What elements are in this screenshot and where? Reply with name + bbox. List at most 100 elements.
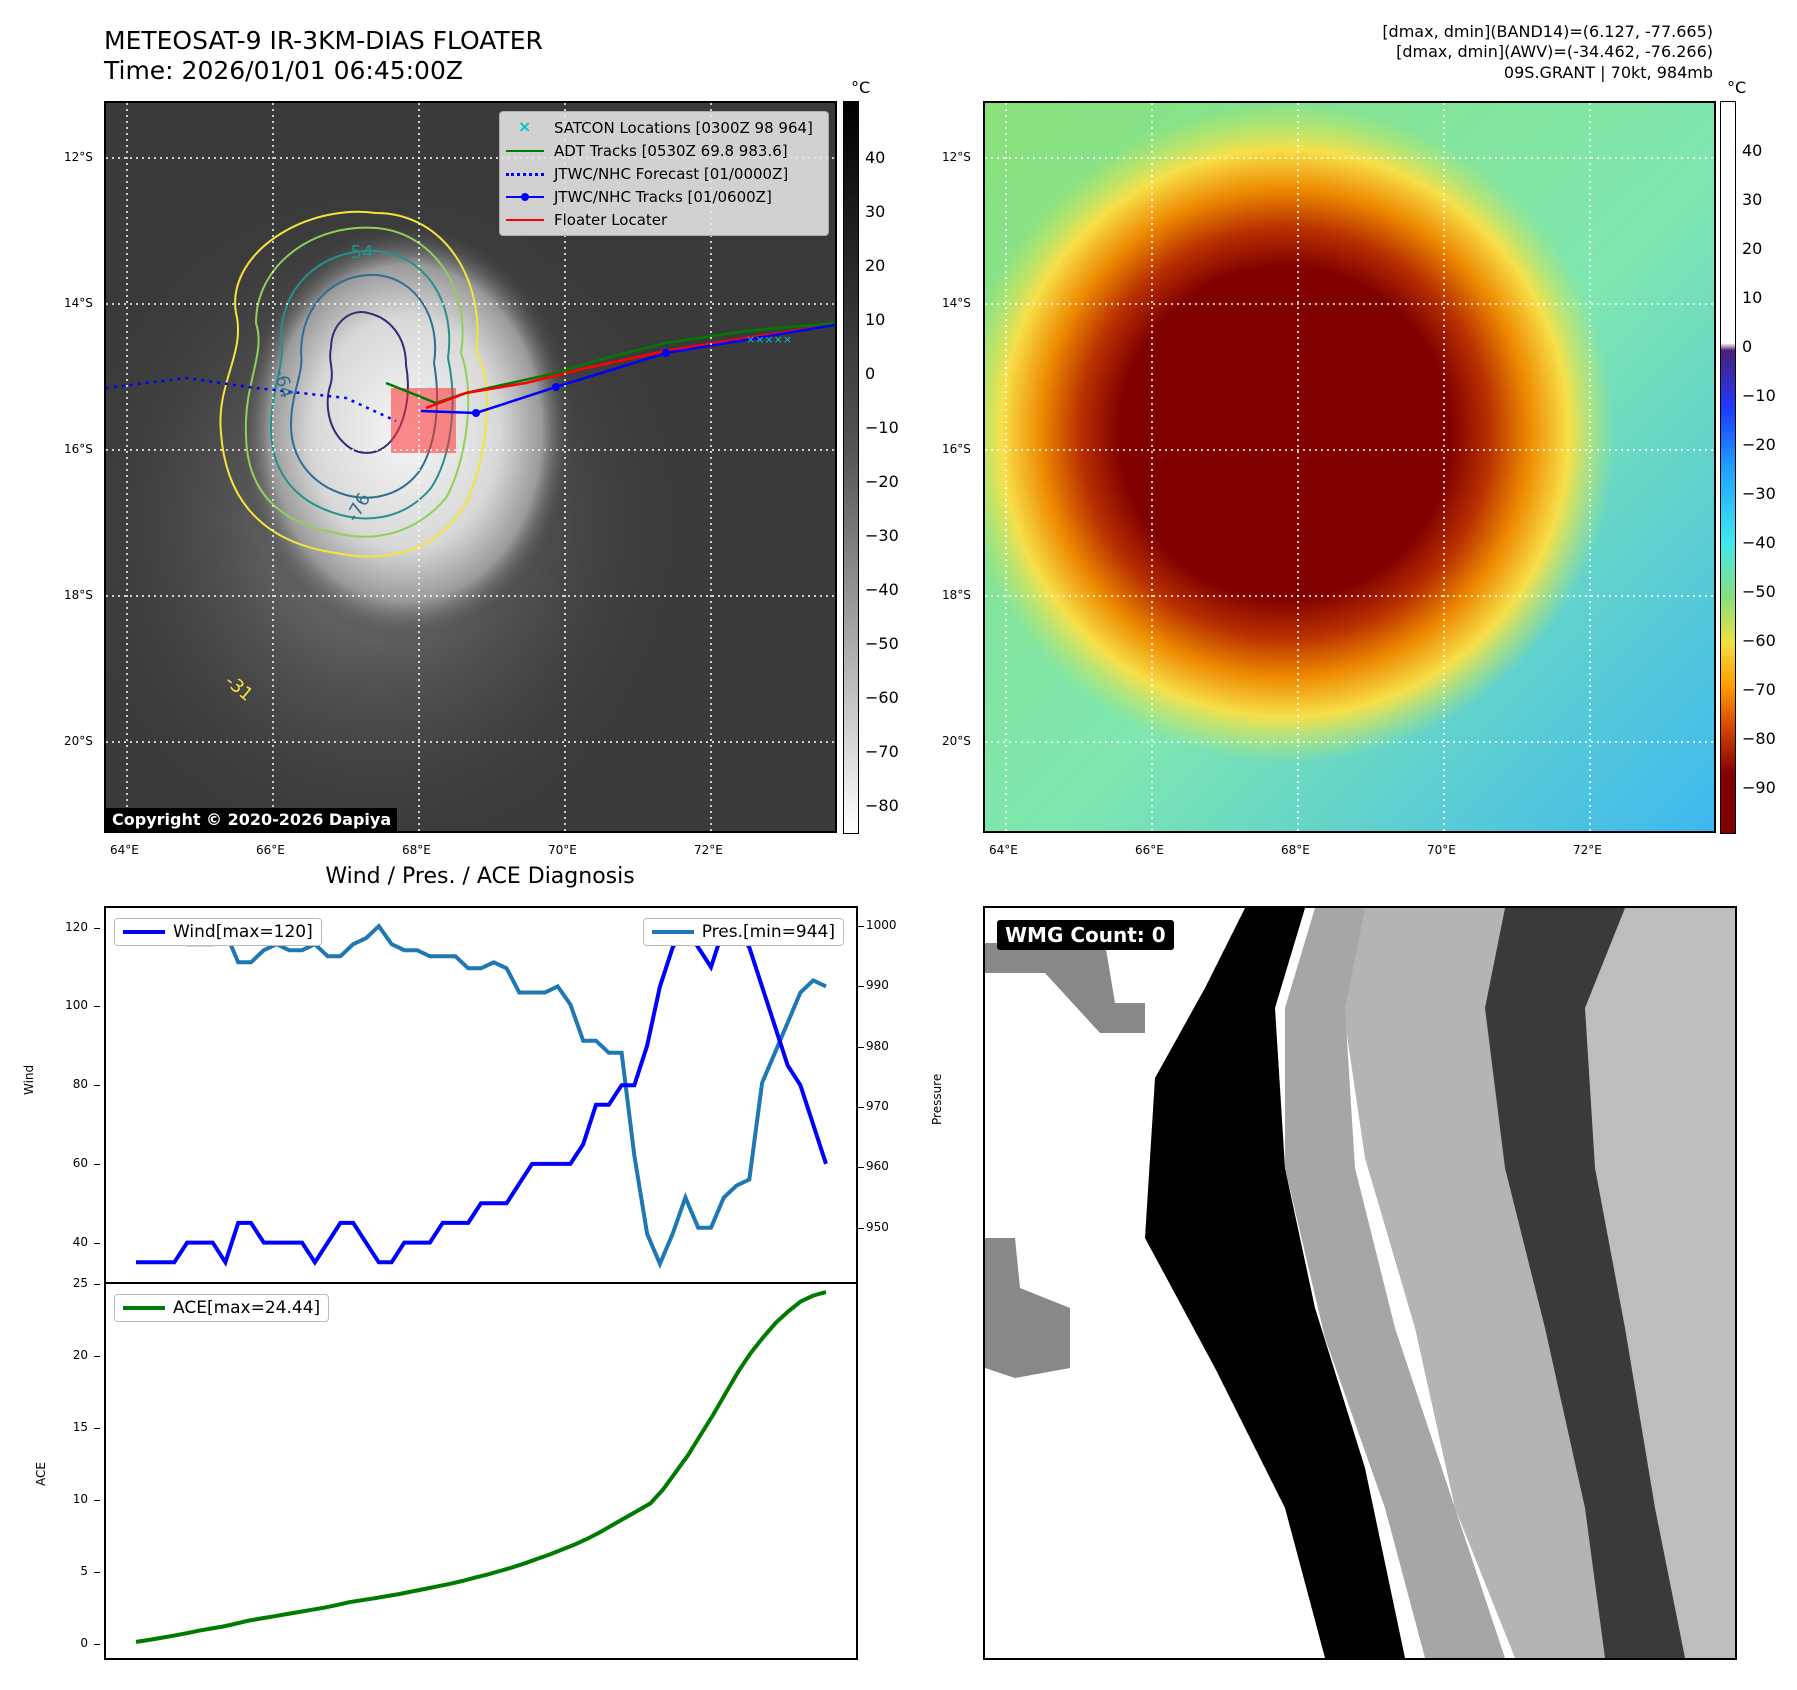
lon-label: 66°E — [1135, 843, 1164, 857]
wmg-black-band — [1145, 908, 1405, 1658]
pressure-legend-line — [651, 930, 694, 934]
pressure-legend-label: Pres.[min=944] — [701, 922, 835, 942]
lat-label: 14°S — [64, 296, 93, 310]
colorbar-tick: −30 — [865, 526, 899, 545]
colorbar-tick: 0 — [1742, 337, 1753, 356]
enhanced-colorbar — [1720, 101, 1736, 834]
info-line1: [dmax, dmin](BAND14)=(6.127, -77.665) — [1382, 22, 1713, 41]
legend-label: SATCON Locations [0300Z 98 964] — [554, 118, 813, 137]
pressure-legend: Pres.[min=944] — [642, 918, 844, 946]
lon-label: 70°E — [1427, 843, 1456, 857]
colorbar-tick: −60 — [1742, 631, 1776, 650]
ace-series-line — [135, 1290, 827, 1644]
colorbar-tick: −70 — [1742, 680, 1776, 699]
colorbar-tick: −80 — [1742, 729, 1776, 748]
lat-label: 18°S — [64, 588, 93, 602]
ace-ytick-mark — [94, 1499, 100, 1501]
legend-entry-satcon: × SATCON Locations [0300Z 98 964] — [506, 116, 822, 139]
lat-label: 20°S — [64, 734, 93, 748]
lat-label: 16°S — [942, 442, 971, 456]
contour-blue — [289, 273, 439, 499]
dotted-line-icon — [506, 167, 544, 181]
pressure-ytick: 950 — [866, 1219, 889, 1234]
wmg-bright-band — [1585, 908, 1735, 1658]
pressure-ytick-mark — [858, 1227, 864, 1229]
lon-label: 64°E — [110, 843, 139, 857]
enhanced-ir-svg — [985, 103, 1714, 831]
pressure-yaxis: 950 960 970 980 990 1000 — [858, 906, 942, 1284]
wind-ytick-mark — [94, 1242, 100, 1244]
wind-ytick: 120 — [65, 919, 88, 934]
lon-label: 70°E — [548, 843, 577, 857]
colorbar-tick: 10 — [1742, 288, 1763, 307]
ace-ytick: 0 — [80, 1635, 88, 1650]
ace-ytick-mark — [94, 1571, 100, 1573]
colorbar-tick: 30 — [865, 202, 886, 221]
colorbar-tick: 20 — [865, 256, 886, 275]
colorbar-tick: −30 — [1742, 484, 1776, 503]
colorbar-tick: −10 — [865, 418, 899, 437]
lon-label: 68°E — [1281, 843, 1310, 857]
colorbar-tick: 0 — [865, 364, 876, 383]
pressure-ytick-mark — [858, 1046, 864, 1048]
wmg-image — [985, 908, 1735, 1658]
pressure-ytick: 970 — [866, 1099, 889, 1114]
ace-ytick: 15 — [72, 1419, 88, 1434]
solid-line-icon — [506, 144, 544, 158]
wmg-gray-band — [1285, 908, 1505, 1658]
ace-ytick: 5 — [80, 1563, 88, 1578]
wmg-gray-patch — [985, 943, 1145, 1033]
wind-ytick-mark — [94, 1163, 100, 1165]
pressure-ytick-mark — [858, 986, 864, 988]
wind-ytick: 80 — [72, 1077, 88, 1092]
pressure-series-line — [134, 918, 827, 1270]
colorbar-tick: 40 — [1742, 141, 1763, 160]
enhanced-ir-panel — [983, 101, 1716, 833]
ace-legend-label: ACE[max=24.44] — [173, 1298, 321, 1318]
legend-entry-forecast: JTWC/NHC Forecast [01/0000Z] — [506, 162, 822, 185]
contour-teal — [269, 249, 454, 520]
diagnosis-title: Wind / Pres. / ACE Diagnosis — [325, 864, 635, 889]
ace-chart — [135, 1290, 827, 1644]
lon-label: 72°E — [694, 843, 723, 857]
colorbar-tick: −90 — [1742, 778, 1776, 797]
marker-line-icon — [506, 190, 544, 204]
colorbar-tick: −10 — [1742, 386, 1776, 405]
lat-label: 12°S — [64, 150, 93, 164]
wind-legend-line — [123, 930, 165, 934]
pressure-axis-label: Pressure — [930, 1073, 944, 1125]
lon-label: 68°E — [402, 843, 431, 857]
contour-green — [244, 226, 470, 538]
wind-legend-label: Wind[max=120] — [173, 922, 313, 942]
wmg-panel: WMG Count: 0 — [983, 906, 1737, 1660]
contour-yellow — [219, 210, 488, 558]
wind-ytick-mark — [94, 1006, 100, 1008]
wind-axis-label: Wind — [22, 1064, 36, 1095]
wind-ytick-mark — [94, 1085, 100, 1087]
right-colorbar-ticks: 40 30 20 10 0 −10 −20 −30 −40 −50 −60 −7… — [1742, 101, 1797, 832]
jtwc-track-point — [662, 349, 670, 357]
legend-label: Floater Locater — [554, 210, 668, 229]
wind-pressure-chart — [134, 918, 828, 1270]
lat-label: 12°S — [942, 150, 971, 164]
wind-yaxis: 40 60 80 100 120 — [0, 906, 100, 1284]
ace-legend: ACE[max=24.44] — [114, 1294, 330, 1322]
wind-ytick: 60 — [72, 1155, 88, 1170]
grayscale-colorbar — [843, 101, 859, 834]
copyright-badge: Copyright © 2020-2026 Dapiya — [106, 808, 398, 831]
colorbar-tick: 20 — [1742, 239, 1763, 258]
legend-label: JTWC/NHC Tracks [01/0600Z] — [554, 187, 772, 206]
pressure-ytick-mark — [858, 1107, 864, 1109]
wind-ytick: 100 — [65, 998, 88, 1013]
lat-label: 16°S — [64, 442, 93, 456]
wind-series-line — [136, 924, 828, 1267]
ace-panel: ACE[max=24.44] — [104, 1282, 858, 1660]
colorbar-tick: −40 — [1742, 533, 1776, 552]
floater-locater-line — [425, 323, 835, 410]
colorbar-tick: −50 — [1742, 582, 1776, 601]
wmg-count-badge: WMG Count: 0 — [997, 920, 1174, 950]
solid-line-icon — [506, 213, 544, 227]
lon-label: 72°E — [1573, 843, 1602, 857]
figure-title-line2: Time: 2026/01/01 06:45:00Z — [104, 56, 463, 85]
lat-label: 18°S — [942, 588, 971, 602]
